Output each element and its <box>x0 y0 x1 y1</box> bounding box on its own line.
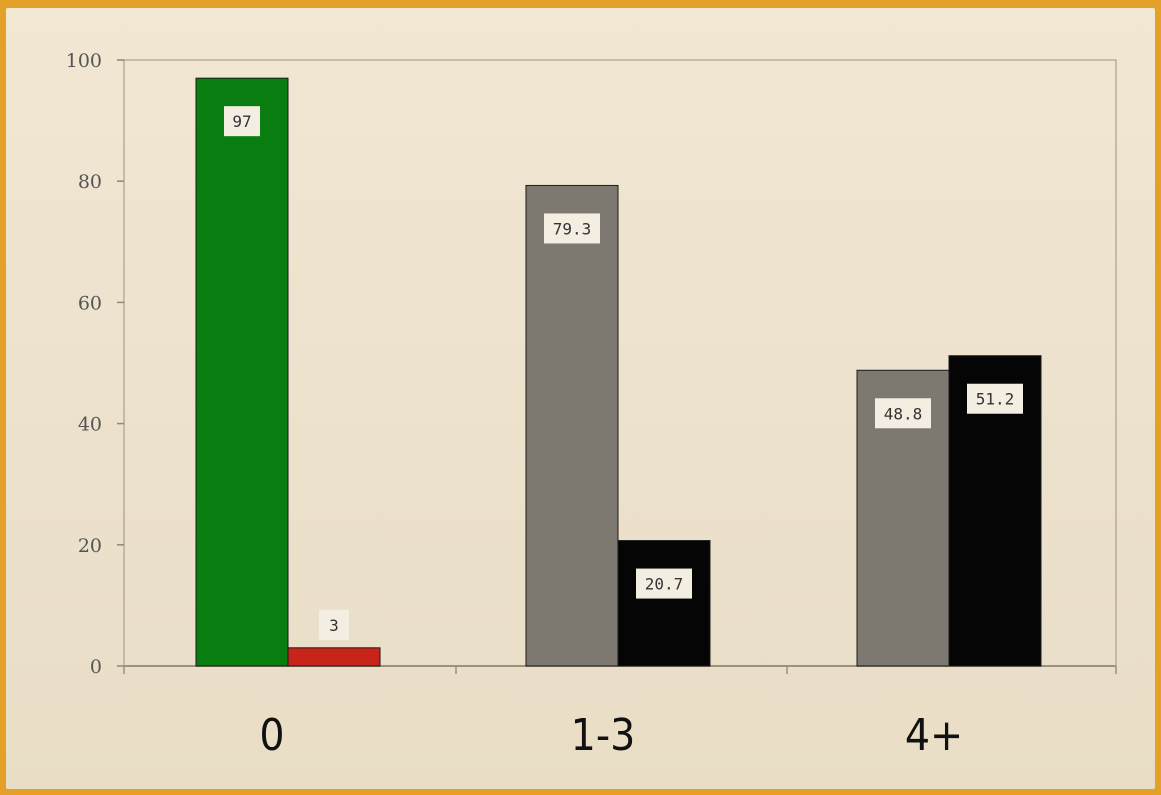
bar-1-3-a <box>525 184 619 667</box>
data-label: 48.8 <box>884 404 923 423</box>
y-tick-label: 100 <box>66 50 102 72</box>
chart-frame: 0 20 40 60 80 100 0 1-3 4+ 97 3 79.3 20.7 48.8 51.2 <box>6 8 1155 789</box>
bars: 97 3 79.3 20.7 48.8 51.2 <box>195 77 1042 667</box>
data-label: 97 <box>232 112 251 131</box>
x-tick-label: 0 <box>259 710 284 761</box>
y-tick-label: 60 <box>78 292 102 314</box>
data-label: 20.7 <box>645 575 684 594</box>
data-label-box <box>875 398 931 429</box>
data-label-box <box>224 106 260 137</box>
x-tick-label: 1-3 <box>571 710 636 761</box>
data-label-box <box>544 213 600 244</box>
data-label: 3 <box>329 616 339 635</box>
x-tick-label: 4+ <box>905 710 963 761</box>
bar-0-a <box>195 77 289 667</box>
bar-chart: 0 20 40 60 80 100 0 1-3 4+ 97 3 79.3 20.7 48.8 51.2 <box>66 50 1117 761</box>
y-tick-label: 40 <box>78 414 102 436</box>
data-label: 51.2 <box>976 390 1015 409</box>
y-tick-label: 80 <box>78 171 102 193</box>
bar-0-b <box>287 647 381 667</box>
bar-1-3-b <box>617 540 711 667</box>
y-axis: 0 20 40 60 80 100 <box>66 50 124 678</box>
x-axis: 0 1-3 4+ <box>123 665 1117 761</box>
data-label-box <box>319 609 349 640</box>
data-label: 79.3 <box>553 219 592 238</box>
y-tick-label: 0 <box>90 656 102 678</box>
y-tick-label: 20 <box>78 535 102 557</box>
data-label-box <box>636 568 692 599</box>
data-label-box <box>967 383 1023 414</box>
